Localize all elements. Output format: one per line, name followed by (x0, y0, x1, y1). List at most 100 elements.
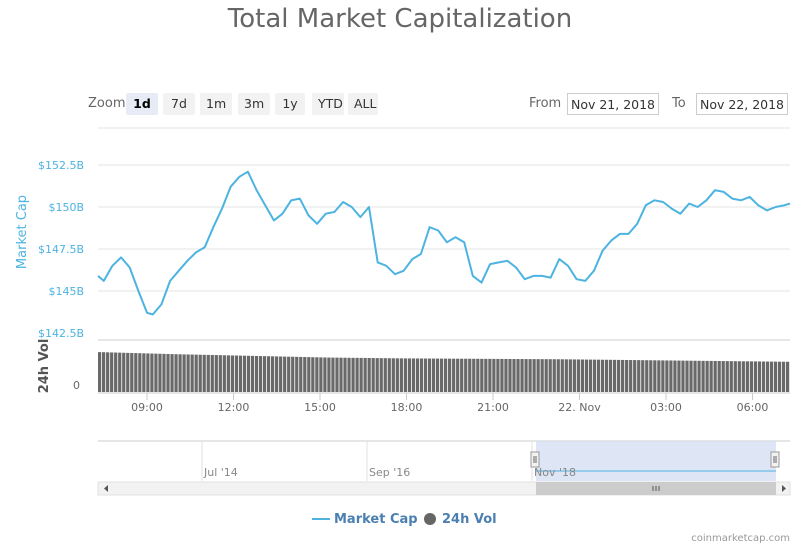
legend-volume[interactable]: 24h Vol (424, 510, 497, 528)
zoom-button-ytd[interactable]: YTD (312, 93, 344, 115)
volume-bar (363, 357, 367, 392)
volume-bar (118, 352, 122, 392)
volume-bar (102, 352, 106, 392)
x-tick-label: 15:00 (304, 401, 336, 414)
volume-bar (781, 361, 786, 392)
volume-bar (673, 360, 677, 392)
volume-bar (677, 360, 681, 392)
zoom-button-all[interactable]: ALL (348, 93, 378, 115)
volume-bar (319, 357, 323, 392)
volume-bar (717, 361, 721, 392)
volume-bar (142, 353, 146, 392)
volume-bar (122, 352, 126, 392)
volume-bar (456, 358, 460, 392)
x-tick-label: 21:00 (477, 401, 509, 414)
navigator-label: Nov '18 (534, 466, 576, 479)
volume-bar (106, 352, 110, 392)
y-axis-title-market-cap: Market Cap (15, 195, 30, 269)
volume-bar (721, 361, 725, 392)
volume-bar (262, 356, 267, 392)
x-tick-label: 09:00 (131, 401, 163, 414)
y-tick-label: $145B (48, 285, 84, 298)
volume-bar (608, 359, 613, 392)
volume-bar (138, 353, 142, 392)
volume-bar (480, 358, 484, 392)
volume-bar (279, 356, 283, 392)
volume-bar (230, 355, 234, 392)
volume-bar (661, 360, 665, 392)
volume-bar (291, 356, 295, 392)
volume-bar (246, 355, 251, 392)
volume-bar (741, 361, 745, 392)
credit-link[interactable]: coinmarketcap.com (691, 533, 790, 544)
volume-bar (431, 358, 436, 392)
volume-bar (552, 359, 556, 392)
volume-bar (496, 358, 500, 392)
volume-bar (629, 360, 633, 392)
zoom-label: Zoom (88, 96, 126, 111)
volume-bar (733, 361, 737, 392)
volume-bar (725, 361, 729, 392)
volume-bar (403, 358, 407, 392)
volume-bar (580, 359, 585, 392)
volume-bar (206, 354, 210, 392)
zoom-button-1m[interactable]: 1m (200, 93, 232, 115)
x-tick-label: 22. Nov (558, 401, 601, 414)
zoom-button-1y[interactable]: 1y (275, 93, 305, 115)
volume-bar (737, 361, 741, 392)
volume-bar (250, 355, 255, 392)
volume-bar (504, 358, 508, 392)
volume-bar (604, 359, 609, 392)
navigator-handle[interactable] (770, 451, 780, 468)
volume-bar (367, 358, 371, 392)
volume-bar (311, 357, 315, 392)
volume-bar (439, 358, 444, 392)
circle-icon (424, 513, 436, 525)
zoom-button-3m[interactable]: 3m (238, 93, 270, 115)
legend-market-cap[interactable]: Market Cap (312, 510, 418, 528)
volume-bar (460, 358, 464, 392)
volume-bar (150, 353, 154, 392)
volume-bar (560, 359, 564, 392)
volume-bar (435, 358, 440, 392)
volume-bar (492, 358, 496, 392)
volume-bar (287, 356, 291, 392)
volume-bar (303, 357, 307, 392)
volume-bar (472, 358, 476, 392)
volume-bar (705, 360, 709, 392)
volume-bar (773, 361, 778, 392)
volume-bar (254, 355, 259, 392)
volume-bar (331, 357, 335, 392)
volume-bar (548, 359, 552, 392)
from-date-input[interactable]: Nov 21, 2018 (567, 93, 659, 115)
to-date-input[interactable]: Nov 22, 2018 (696, 93, 788, 115)
volume-bar (307, 357, 311, 392)
volume-bar (701, 360, 705, 392)
volume-bar (178, 354, 182, 392)
volume-bar (110, 352, 114, 392)
volume-bar (524, 359, 528, 392)
volume-bar (584, 359, 589, 392)
scroll-right-arrow-icon[interactable] (782, 485, 786, 492)
volume-bar (520, 359, 524, 392)
y-tick-label: $150B (48, 201, 84, 214)
volume-bar (315, 357, 319, 392)
y-axis: $142.5B $145B $147.5B $150B $152.5B 0 (38, 159, 84, 392)
zoom-button-7d[interactable]: 7d (163, 93, 195, 115)
volume-bar (536, 359, 540, 392)
volume-bar (234, 355, 239, 392)
volume-bar (399, 358, 403, 392)
volume-bar (423, 358, 428, 392)
volume-bar (681, 360, 685, 392)
scroll-left-arrow-icon[interactable] (104, 485, 108, 492)
navigator-label: Sep '16 (369, 466, 410, 479)
volume-bar (238, 355, 243, 392)
navigator-handle[interactable] (530, 451, 540, 468)
zoom-button-1d[interactable]: 1d (126, 93, 158, 115)
volume-bar (488, 358, 492, 392)
volume-bar (162, 353, 166, 392)
navigator[interactable]: Jul '14 Sep '16 Nov '18 (97, 440, 791, 496)
volume-bar (685, 360, 689, 392)
volume-bar (761, 361, 766, 392)
volume-bar (564, 359, 568, 392)
